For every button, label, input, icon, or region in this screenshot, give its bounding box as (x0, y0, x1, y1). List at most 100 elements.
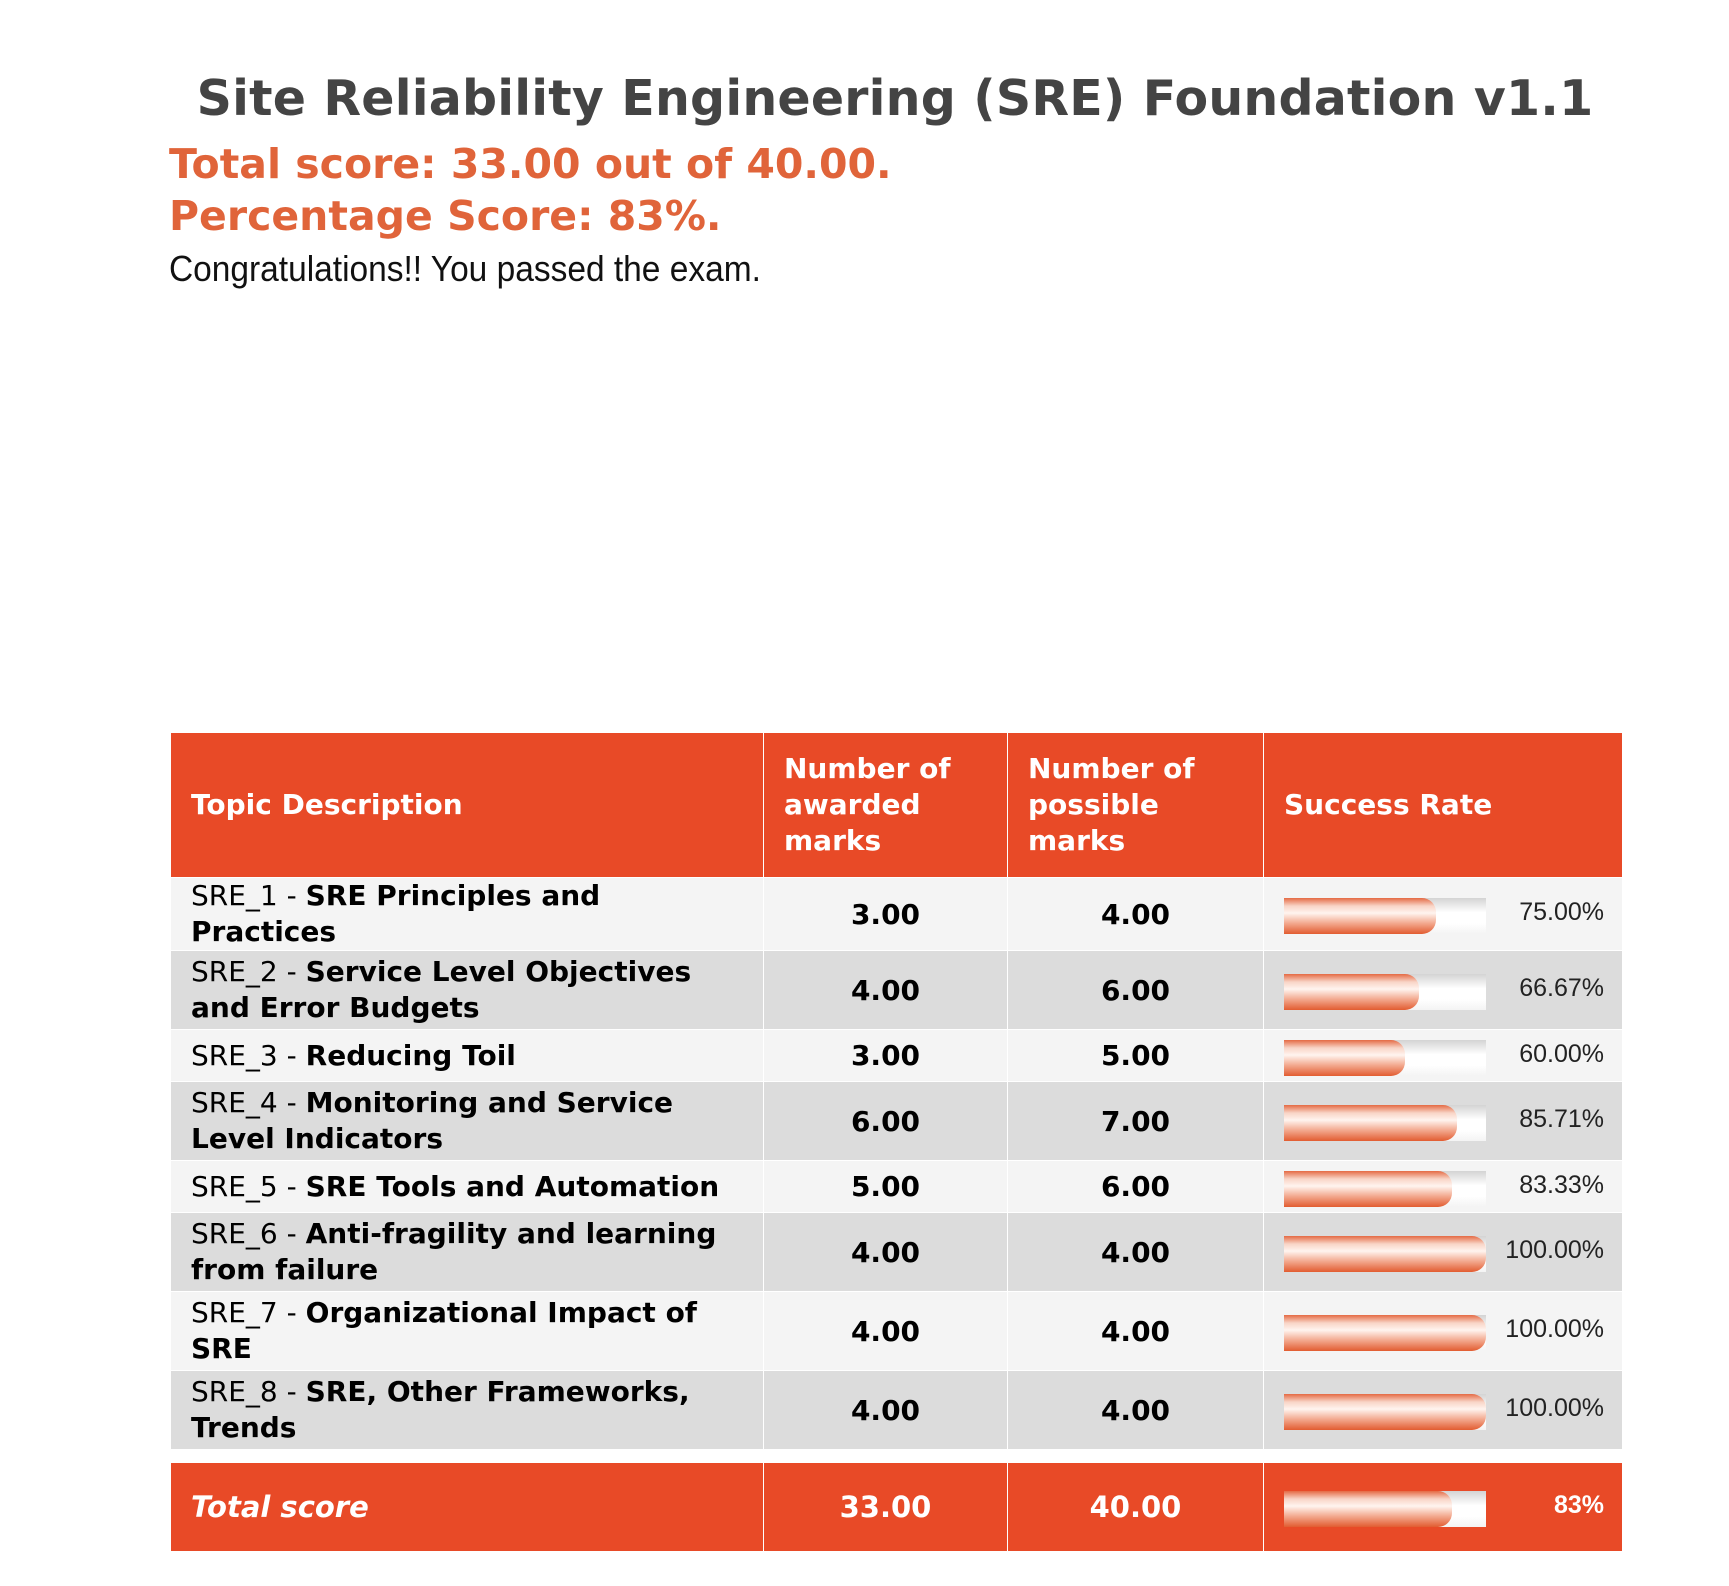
success-rate-cell: 75.00% (1263, 877, 1623, 951)
table-row: SRE_8 - SRE, Other Frameworks, Trends 4.0… (170, 1370, 1623, 1450)
topic-name: Anti-fragility and learning from failure (191, 1217, 717, 1286)
awarded-marks: 6.00 (763, 1081, 1008, 1161)
percentage-score-line: Percentage Score: 83%. (169, 192, 722, 240)
success-rate-bar-fill (1284, 1105, 1458, 1141)
topic-cell: SRE_5 - SRE Tools and Automation (170, 1160, 764, 1213)
success-rate-label: 83.33% (1519, 1170, 1604, 1199)
possible-marks: 7.00 (1007, 1081, 1264, 1161)
success-rate-label: 75.00% (1519, 898, 1604, 926)
awarded-marks: 4.00 (763, 950, 1008, 1030)
topic-cell: SRE_2 - Service Level Objectives and Err… (170, 950, 764, 1030)
topic-name: Monitoring and Service Level Indicators (191, 1086, 674, 1155)
topic-name: Organizational Impact of SRE (191, 1296, 697, 1365)
possible-marks: 6.00 (1007, 1160, 1264, 1213)
awarded-marks: 3.00 (763, 1029, 1008, 1082)
table-row: SRE_5 - SRE Tools and Automation 5.00 6.00… (170, 1160, 1623, 1213)
success-rate-label: 100.00% (1505, 1315, 1604, 1343)
topic-code: SRE_3 (191, 1038, 278, 1072)
success-rate-cell: 85.71% (1263, 1081, 1623, 1161)
table-row: SRE_1 - SRE Principles and Practices 3.00… (170, 877, 1623, 951)
table-body: SRE_1 - SRE Principles and Practices 3.00… (170, 877, 1623, 1450)
success-rate-bar-fill (1284, 1039, 1406, 1076)
column-header-awarded: Number of awarded marks (763, 732, 1008, 878)
table-row: SRE_6 - Anti-fragility and learning from… (170, 1212, 1623, 1292)
results-table: Topic Description Number of awarded mark… (170, 732, 1623, 1450)
topic-code: SRE_5 (191, 1169, 278, 1203)
total-table: Total score 33.00 40.00 83% (170, 1462, 1623, 1552)
possible-marks: 4.00 (1007, 1370, 1264, 1450)
success-rate-cell: 66.67% (1263, 950, 1623, 1030)
topic-cell: SRE_7 - Organizational Impact of SRE (170, 1291, 764, 1371)
table-row: SRE_3 - Reducing Toil 3.00 5.00 60.00% (170, 1029, 1623, 1082)
success-rate-bar (1284, 1315, 1486, 1351)
awarded-marks: 3.00 (763, 877, 1008, 951)
total-rate-label: 83% (1553, 1491, 1604, 1519)
success-rate-cell: 100.00% (1263, 1291, 1623, 1371)
success-rate-bar-fill (1284, 1315, 1486, 1351)
awarded-marks: 4.00 (763, 1370, 1008, 1450)
topic-code: SRE_8 (191, 1375, 278, 1408)
total-possible: 40.00 (1007, 1462, 1264, 1552)
total-rate-bar-fill (1284, 1491, 1452, 1527)
awarded-marks: 5.00 (763, 1160, 1008, 1213)
success-rate-bar-fill (1284, 1394, 1486, 1430)
possible-marks: 6.00 (1007, 950, 1264, 1030)
success-rate-bar (1284, 1236, 1486, 1272)
success-rate-label: 66.67% (1519, 974, 1604, 1002)
possible-marks: 4.00 (1007, 1212, 1264, 1292)
topic-name: Reducing Toil (305, 1038, 516, 1072)
page-title: Site Reliability Engineering (SRE) Found… (196, 70, 1594, 127)
total-score-line: Total score: 33.00 out of 40.00. (169, 140, 892, 188)
success-rate-cell: 60.00% (1263, 1029, 1623, 1082)
topic-code: SRE_4 (191, 1086, 278, 1119)
success-rate-bar-fill (1284, 1236, 1486, 1272)
column-header-topic: Topic Description (170, 732, 764, 878)
column-header-rate: Success Rate (1263, 732, 1623, 878)
total-rate-cell: 83% (1263, 1462, 1623, 1552)
success-rate-cell: 83.33% (1263, 1160, 1623, 1213)
table-row: SRE_2 - Service Level Objectives and Err… (170, 950, 1623, 1030)
topic-cell: SRE_3 - Reducing Toil (170, 1029, 764, 1082)
topic-cell: SRE_1 - SRE Principles and Practices (170, 877, 764, 951)
possible-marks: 4.00 (1007, 1291, 1264, 1371)
table-row: SRE_7 - Organizational Impact of SRE 4.00… (170, 1291, 1623, 1371)
awarded-marks: 4.00 (763, 1212, 1008, 1292)
topic-name: SRE Tools and Automation (305, 1169, 720, 1203)
success-rate-cell: 100.00% (1263, 1370, 1623, 1450)
total-rate-bar (1284, 1491, 1486, 1527)
success-rate-label: 100.00% (1505, 1394, 1604, 1422)
possible-marks: 4.00 (1007, 877, 1264, 951)
total-awarded: 33.00 (763, 1462, 1008, 1552)
success-rate-bar (1284, 1039, 1486, 1076)
topic-cell: SRE_6 - Anti-fragility and learning from… (170, 1212, 764, 1292)
success-rate-bar (1284, 1105, 1486, 1141)
topic-name: Service Level Objectives and Error Budge… (191, 955, 692, 1024)
success-rate-cell: 100.00% (1263, 1212, 1623, 1292)
total-label: Total score (170, 1462, 764, 1552)
success-rate-bar (1284, 898, 1486, 934)
success-rate-bar (1284, 974, 1486, 1010)
success-rate-label: 60.00% (1519, 1039, 1604, 1068)
possible-marks: 5.00 (1007, 1029, 1264, 1082)
column-header-possible: Number of possible marks (1007, 732, 1264, 878)
success-rate-bar (1284, 1170, 1486, 1207)
topic-code: SRE_7 (191, 1296, 278, 1329)
topic-code: SRE_6 (191, 1217, 278, 1250)
topic-cell: SRE_8 - SRE, Other Frameworks, Trends (170, 1370, 764, 1450)
success-rate-bar-fill (1284, 974, 1419, 1010)
table-row: SRE_4 - Monitoring and Service Level Ind… (170, 1081, 1623, 1161)
topic-code: SRE_2 (191, 955, 278, 988)
awarded-marks: 4.00 (763, 1291, 1008, 1371)
success-rate-bar-fill (1284, 898, 1436, 934)
success-rate-label: 100.00% (1505, 1236, 1604, 1264)
success-rate-bar (1284, 1394, 1486, 1430)
topic-name: SRE, Other Frameworks, Trends (191, 1375, 690, 1444)
topic-cell: SRE_4 - Monitoring and Service Level Ind… (170, 1081, 764, 1161)
pass-message: Congratulations!! You passed the exam. (169, 248, 761, 289)
total-row: Total score 33.00 40.00 83% (170, 1462, 1623, 1552)
success-rate-bar-fill (1284, 1170, 1453, 1207)
table-header-row: Topic Description Number of awarded mark… (170, 732, 1623, 878)
success-rate-label: 85.71% (1519, 1105, 1604, 1133)
topic-name: SRE Principles and Practices (191, 879, 601, 948)
topic-code: SRE_1 (191, 879, 278, 912)
